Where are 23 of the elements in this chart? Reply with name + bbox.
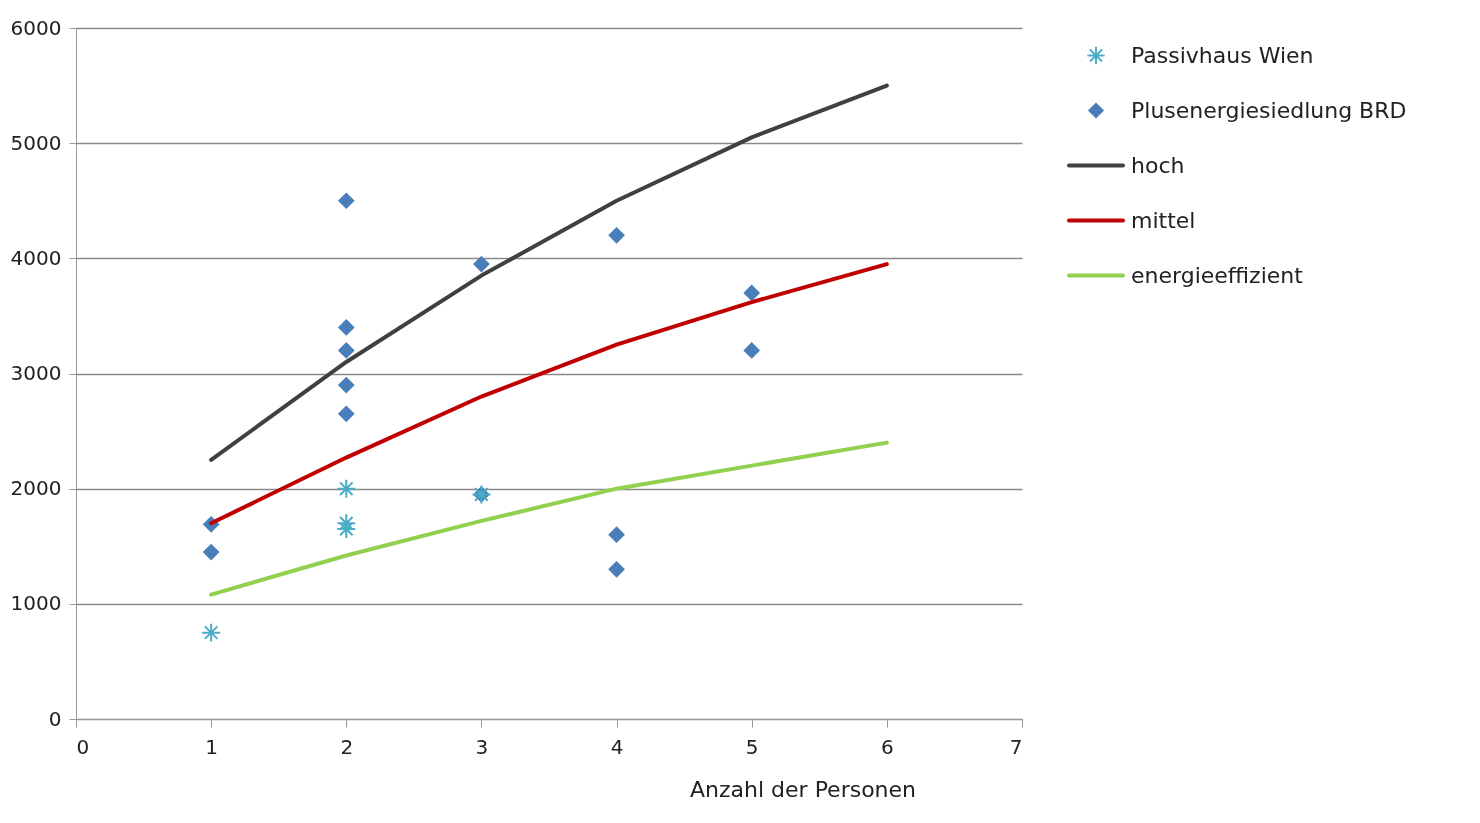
x-tick-label: 3: [475, 734, 489, 759]
y-tick-label: 3000: [10, 361, 62, 385]
y-tick-label: 5000: [10, 130, 62, 155]
y-tick-label: 1000: [10, 591, 62, 616]
y-tick-label: 6000: [10, 15, 62, 40]
x-tick-label: 7: [1009, 734, 1023, 759]
legend-label: mittel: [1131, 207, 1196, 233]
x-axis-title: Anzahl der Personen: [690, 776, 917, 802]
legend-label: hoch: [1131, 152, 1185, 178]
x-tick-label: 4: [610, 734, 624, 759]
x-tick-label: 6: [880, 734, 894, 759]
y-tick-label: 2000: [10, 476, 62, 501]
y-tick-label: 0: [48, 706, 62, 731]
x-tick-label: 1: [205, 734, 219, 759]
y-tick-label: 4000: [10, 245, 62, 270]
legend-label: Passivhaus Wien: [1131, 42, 1314, 68]
legend-label: Plusenergiesiedlung BRD: [1131, 97, 1407, 123]
line-series: [209, 83, 889, 462]
x-tick-label: 2: [340, 734, 354, 759]
line-series: [209, 440, 889, 597]
legend-label: energieeffizient: [1131, 262, 1304, 288]
x-tick-label: 0: [76, 734, 90, 759]
x-tick-label: 5: [745, 734, 759, 759]
